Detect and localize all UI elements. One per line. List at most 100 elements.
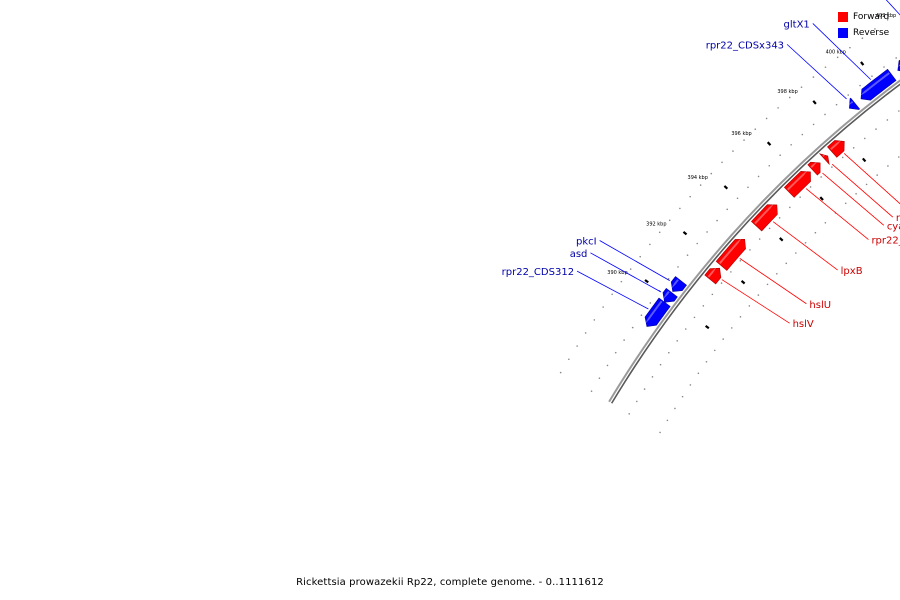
gene-hslv <box>704 267 722 285</box>
track-dot <box>568 358 570 361</box>
track-dot <box>659 431 661 434</box>
track-dot <box>584 332 587 334</box>
leader-line <box>812 23 872 80</box>
track-dot <box>726 208 729 211</box>
leader-line <box>885 0 900 16</box>
legend-label-forward: Forward <box>853 11 890 22</box>
map-caption: Rickettsia prowazekii Rp22, complete gen… <box>296 577 604 588</box>
reverse-swatch <box>838 27 848 38</box>
track-dot <box>778 217 781 219</box>
track-dot <box>747 186 749 189</box>
legend-label-reverse: Reverse <box>853 27 890 38</box>
track-dot <box>886 119 889 121</box>
gene-lpxb <box>750 204 778 232</box>
track-dot <box>702 305 705 307</box>
track-dot <box>696 242 699 245</box>
gene-gltx1 <box>860 68 897 101</box>
gene-label-rpr22-0339: rpr22_0339 <box>896 213 900 224</box>
track-dot <box>686 254 689 256</box>
track-dot <box>812 76 815 78</box>
track-dot <box>789 206 791 209</box>
track-dot <box>757 175 760 178</box>
gene-label-hslu: hslU <box>809 300 831 311</box>
gene-label-asd: asd <box>570 249 588 260</box>
track-dot <box>777 107 779 109</box>
tick-mark <box>723 185 729 190</box>
track-dot <box>748 305 751 307</box>
track-dot <box>593 319 596 321</box>
gene-label-lpxb: lpxB <box>841 266 863 277</box>
track-dot <box>697 372 700 375</box>
legend-item-forward: Forward <box>838 9 889 24</box>
gene-rpr22-0339-highlight <box>822 154 826 157</box>
track-dot <box>835 103 838 106</box>
tick-mark-inner <box>862 157 867 163</box>
forward-swatch <box>838 11 848 22</box>
gene-features <box>644 59 900 327</box>
track-dot <box>693 316 696 319</box>
track-dot <box>711 293 714 296</box>
track-dot <box>874 28 876 30</box>
leader-line <box>843 153 900 205</box>
gene-asd-highlight <box>662 290 670 300</box>
track-dot <box>713 349 716 352</box>
track-dot <box>590 390 593 392</box>
track-dot <box>668 351 670 354</box>
track-dot <box>602 306 604 308</box>
gene-rpr22-cds316 <box>783 171 811 198</box>
track-dot <box>831 166 833 168</box>
track-dot <box>643 388 646 390</box>
track-dot <box>636 400 638 403</box>
gene-label-gltx1: gltX1 <box>784 19 810 30</box>
track-dot <box>864 137 866 140</box>
track-dot <box>841 156 844 159</box>
track-dot <box>765 117 768 120</box>
gene-rpr22-cdsx343-highlight <box>848 101 854 106</box>
gene-pkci <box>670 276 687 292</box>
track-dot <box>674 407 676 410</box>
track-dot <box>749 249 751 251</box>
track-dot <box>649 302 652 304</box>
track-dot <box>758 238 761 240</box>
tick-label: 394 kbp <box>688 175 708 181</box>
gene-label-hslv: hslV <box>793 319 814 330</box>
track-dot <box>667 278 670 280</box>
gene-bioy1 <box>827 140 845 158</box>
track-dot <box>824 66 827 68</box>
track-dot <box>684 328 687 330</box>
gene-rpr22-cds312-highlight <box>644 300 663 325</box>
gene-hslu-highlight <box>719 237 742 264</box>
track-dot <box>897 156 900 158</box>
track-dot <box>623 339 625 341</box>
track-dot <box>658 231 661 234</box>
gene-rpr22-cds316-highlight <box>787 170 808 191</box>
backbone-inner <box>610 83 900 404</box>
track-dot <box>614 351 617 354</box>
gene-asd <box>662 288 678 303</box>
track-dot <box>651 376 654 378</box>
track-dot <box>668 219 671 222</box>
tick-mark <box>812 100 817 105</box>
track-dot <box>611 293 613 296</box>
track-dot <box>689 384 692 386</box>
track-dot <box>836 56 839 59</box>
track-dot <box>679 207 681 210</box>
track-dot <box>676 340 679 342</box>
track-dot <box>659 363 662 366</box>
track-dot <box>809 186 812 188</box>
backbone-outer <box>608 79 900 403</box>
track-dot <box>730 271 732 273</box>
track-dot <box>800 86 803 88</box>
track-dot <box>677 266 679 268</box>
tick-mark-inner <box>779 237 784 242</box>
track-dot <box>855 192 857 195</box>
leader-line <box>786 44 847 100</box>
tick-mark <box>644 279 649 284</box>
track-dot <box>739 316 742 318</box>
track-dot <box>629 268 632 270</box>
gene-label-cyay: cyaY <box>887 221 900 232</box>
track-dot <box>876 174 878 176</box>
tick-label: 396 kbp <box>731 131 751 137</box>
track-dot <box>730 327 733 329</box>
